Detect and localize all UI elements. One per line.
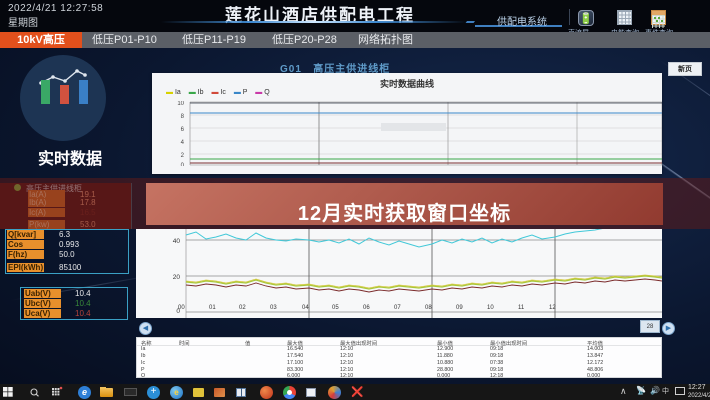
svg-text:4: 4 [181,140,185,146]
svg-text:2: 2 [181,153,185,159]
svg-text:0: 0 [181,163,185,166]
svg-text:40: 40 [173,238,181,245]
svg-text:10: 10 [177,101,184,107]
svg-text:8: 8 [181,114,185,120]
svg-text:20: 20 [173,274,181,281]
svg-text:6: 6 [181,127,185,133]
